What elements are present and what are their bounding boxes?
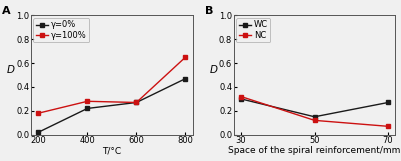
Legend: γ=0%, γ=100%: γ=0%, γ=100% xyxy=(33,18,89,42)
γ=100% xyxy=(134,102,139,104)
Text: B: B xyxy=(205,6,213,16)
X-axis label: T/°C: T/°C xyxy=(102,147,122,155)
Line: γ=100%: γ=100% xyxy=(36,55,188,116)
Line: WC: WC xyxy=(239,96,391,119)
γ=0% xyxy=(36,131,41,133)
Line: γ=0%: γ=0% xyxy=(36,76,188,135)
γ=100% xyxy=(183,56,188,58)
X-axis label: Space of the spiral reinforcement/mm: Space of the spiral reinforcement/mm xyxy=(228,147,401,155)
γ=0% xyxy=(183,78,188,80)
γ=100% xyxy=(36,112,41,114)
γ=0% xyxy=(85,108,90,109)
Y-axis label: D: D xyxy=(209,65,217,75)
γ=100% xyxy=(85,100,90,102)
NC xyxy=(239,96,243,98)
Y-axis label: D: D xyxy=(7,65,15,75)
NC xyxy=(312,119,317,121)
Line: NC: NC xyxy=(239,94,391,129)
WC xyxy=(312,116,317,118)
WC xyxy=(239,98,243,100)
WC xyxy=(386,102,391,104)
NC xyxy=(386,125,391,127)
γ=0% xyxy=(134,102,139,104)
Legend: WC, NC: WC, NC xyxy=(236,18,270,42)
Text: A: A xyxy=(2,6,10,16)
